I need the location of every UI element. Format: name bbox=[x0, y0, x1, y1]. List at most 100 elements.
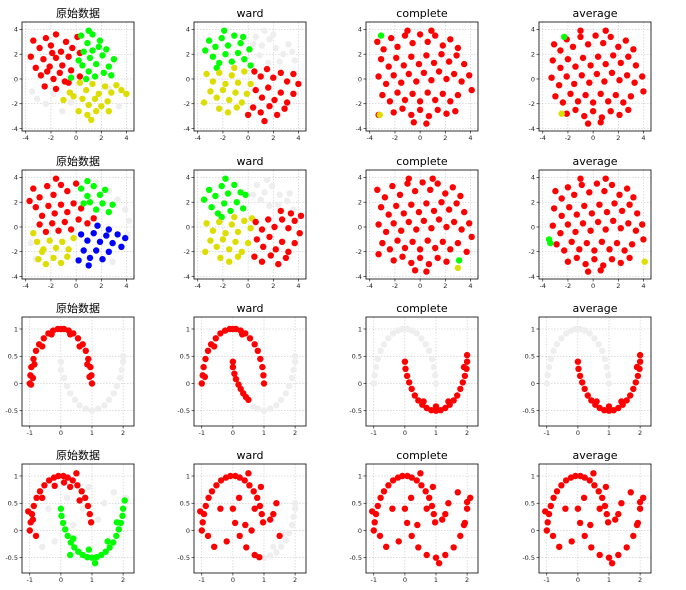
scatter-point bbox=[584, 41, 592, 48]
scatter-point bbox=[283, 78, 291, 85]
scatter-point bbox=[251, 68, 258, 75]
x-tick-label: 0 bbox=[74, 134, 78, 142]
scatter-point bbox=[229, 505, 237, 512]
scatter-point bbox=[32, 204, 39, 211]
scatter-point bbox=[256, 502, 264, 510]
scatter-point bbox=[60, 479, 68, 486]
scatter-point bbox=[583, 239, 590, 247]
scatter-point bbox=[234, 253, 242, 260]
x-tick-label: 4 bbox=[124, 282, 128, 290]
scatter-point bbox=[254, 494, 261, 501]
scatter-point bbox=[615, 43, 622, 50]
scatter-point bbox=[271, 223, 278, 231]
scatter-point bbox=[39, 543, 46, 550]
scatter-point bbox=[88, 554, 96, 561]
scatter-point bbox=[101, 500, 108, 507]
scatter-point bbox=[550, 41, 558, 48]
scatter-point bbox=[291, 217, 298, 224]
scatter-point bbox=[605, 98, 612, 105]
scatter-point bbox=[603, 363, 610, 371]
series-3 bbox=[67, 27, 118, 83]
subplot-1: -4 -2 0 2 4 -4 -2 0 2 4 原始数据 bbox=[12, 6, 135, 142]
subplot-title: 原始数据 bbox=[56, 6, 100, 20]
scatter-point bbox=[103, 46, 110, 53]
scatter-point bbox=[409, 238, 416, 245]
scatter-point bbox=[75, 216, 82, 223]
scatter-point bbox=[272, 246, 279, 253]
scatter-point bbox=[99, 256, 106, 263]
scatter-point bbox=[461, 60, 468, 68]
scatter-point bbox=[463, 351, 471, 359]
scatter-point bbox=[227, 472, 234, 480]
scatter-point bbox=[408, 53, 415, 60]
scatter-point bbox=[460, 363, 468, 371]
scatter-point bbox=[113, 532, 120, 540]
scatter-point bbox=[382, 228, 390, 236]
scatter-point bbox=[424, 89, 431, 96]
scatter-point bbox=[79, 505, 86, 512]
scatter-point bbox=[379, 239, 386, 247]
scatter-point bbox=[84, 502, 92, 510]
scatter-point bbox=[218, 182, 225, 190]
scatter-point bbox=[200, 196, 208, 203]
scatter-point bbox=[393, 202, 400, 210]
scatter-point bbox=[584, 268, 592, 275]
scatter-point bbox=[76, 497, 83, 504]
scatter-point bbox=[572, 63, 579, 70]
scatter-point bbox=[258, 226, 266, 233]
axes-frame bbox=[538, 169, 652, 280]
scatter-point bbox=[553, 341, 561, 348]
scatter-point bbox=[566, 204, 573, 211]
y-tick-label: 1 bbox=[531, 325, 535, 333]
scatter-point bbox=[430, 59, 438, 67]
x-tick-label: 2 bbox=[616, 134, 620, 142]
subplot-16: -1 0 1 2 -0.5 0 0.5 1 average bbox=[522, 449, 652, 584]
y-tick-label: -0.5 bbox=[5, 554, 18, 562]
subplot-title: ward bbox=[236, 155, 263, 168]
scatter-point bbox=[27, 381, 35, 388]
scatter-point bbox=[630, 532, 637, 540]
x-tick-label: 2 bbox=[293, 576, 297, 584]
scatter-point bbox=[248, 527, 255, 534]
scatter-points bbox=[200, 175, 305, 268]
scatter-point bbox=[416, 31, 424, 38]
scatter-point bbox=[77, 205, 85, 212]
scatter-point bbox=[591, 482, 598, 489]
scatter-point bbox=[281, 105, 288, 112]
scatter-point bbox=[632, 227, 640, 234]
scatter-point bbox=[408, 259, 415, 267]
scatter-point bbox=[36, 44, 43, 52]
scatter-point bbox=[380, 46, 387, 53]
subplot-title: complete bbox=[396, 7, 448, 20]
scatter-point bbox=[375, 251, 382, 258]
scatter-point bbox=[453, 52, 460, 59]
scatter-point bbox=[222, 80, 229, 88]
scatter-point bbox=[403, 519, 411, 527]
scatter-point bbox=[419, 179, 426, 186]
scatter-point bbox=[49, 49, 56, 57]
scatter-point bbox=[572, 325, 579, 333]
scatter-point bbox=[558, 195, 565, 202]
scatter-point bbox=[410, 119, 417, 126]
scatter-point bbox=[593, 180, 601, 187]
scatter-point bbox=[602, 483, 610, 491]
scatter-point bbox=[572, 228, 579, 236]
scatter-point bbox=[288, 521, 296, 529]
scatter-point bbox=[574, 98, 582, 105]
scatter-point bbox=[582, 260, 589, 268]
scatter-point bbox=[596, 201, 603, 208]
scatter-point bbox=[105, 108, 113, 115]
series-3 bbox=[454, 264, 462, 272]
scatter-point bbox=[252, 218, 259, 226]
scatter-point bbox=[604, 372, 612, 379]
subplot-13: -1 0 1 2 -0.5 0 0.5 1 原始数据 bbox=[5, 448, 135, 584]
scatter-point bbox=[101, 186, 109, 193]
scatter-point bbox=[256, 52, 263, 59]
scatter-point bbox=[209, 227, 217, 234]
scatter-point bbox=[450, 70, 458, 78]
scatter-point bbox=[95, 516, 102, 523]
scatter-point bbox=[44, 68, 51, 75]
subplot-title: average bbox=[572, 7, 617, 20]
scatter-point bbox=[442, 404, 449, 412]
scatter-point bbox=[48, 331, 55, 338]
